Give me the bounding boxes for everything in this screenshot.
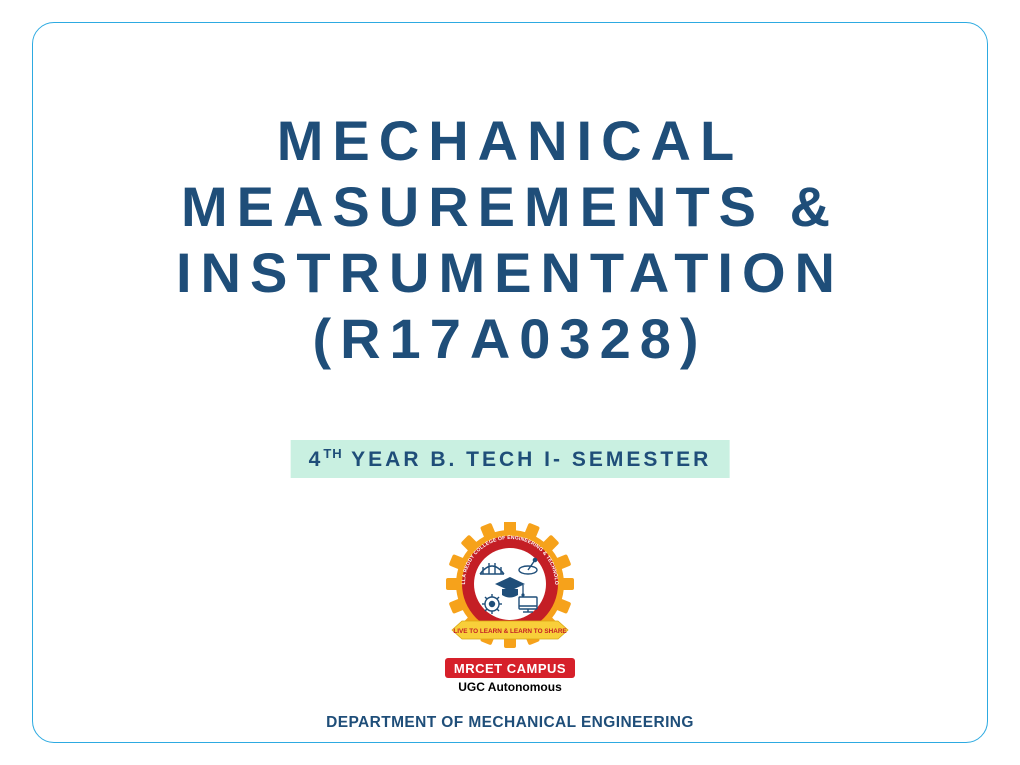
slide-container: MECHANICAL MEASUREMENTS & INSTRUMENTATIO…: [0, 0, 1020, 765]
course-title: MECHANICAL MEASUREMENTS & INSTRUMENTATIO…: [0, 108, 1020, 372]
institution-logo: MALLA REDDY COLLEGE OF ENGINEERING & TEC…: [435, 522, 585, 694]
title-line-3: INSTRUMENTATION: [0, 240, 1020, 306]
title-line-4: (R17A0328): [0, 306, 1020, 372]
title-line-1: MECHANICAL: [0, 108, 1020, 174]
logo-ribbon-text: LIVE TO LEARN & LEARN TO SHARE: [453, 628, 567, 635]
ugc-autonomous-label: UGC Autonomous: [435, 680, 585, 694]
subtitle-sup: TH: [323, 446, 342, 461]
title-line-2: MEASUREMENTS &: [0, 174, 1020, 240]
subtitle-text: 4TH YEAR B. TECH I- SEMESTER: [309, 446, 712, 472]
subtitle-box: 4TH YEAR B. TECH I- SEMESTER: [291, 440, 730, 478]
campus-badge: MRCET CAMPUS: [445, 658, 575, 678]
subtitle-prefix: 4: [309, 448, 324, 471]
department-footer: DEPARTMENT OF MECHANICAL ENGINEERING: [0, 714, 1020, 732]
mrcet-emblem-icon: MALLA REDDY COLLEGE OF ENGINEERING & TEC…: [443, 522, 577, 654]
subtitle-rest: YEAR B. TECH I- SEMESTER: [343, 448, 712, 471]
